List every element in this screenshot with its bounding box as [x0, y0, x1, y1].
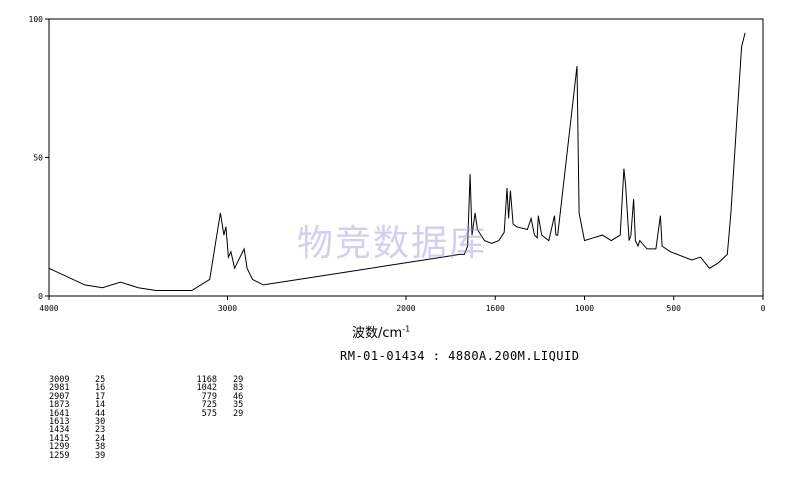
peak-row: 3009 25 [49, 375, 115, 385]
peak-wavenumber: 779 [201, 391, 217, 402]
peak-wavenumber: 1042 [196, 383, 217, 394]
peak-wavenumber: 575 [201, 408, 217, 419]
peak-row: 1042 83 [173, 383, 253, 394]
peak-row: 1873 14 [49, 400, 115, 411]
peak-row: 1434 23 [49, 425, 115, 436]
peak-intensity: 46 [233, 391, 244, 402]
x-tick-label: 0 [761, 304, 766, 313]
spectrum-line [48, 32, 746, 291]
peak-table-left: 3009 25 2981 16 2907 17 1873 14 1641 44 1613 30 1434… [49, 375, 115, 461]
peak-row: 779 46 [173, 391, 253, 402]
peak-row: 2907 17 [49, 391, 115, 402]
peak-wavenumber: 1299 [49, 442, 70, 453]
x-axis-label-exponent: -1 [402, 324, 411, 334]
x-axis-label: 波数/cm-1 [352, 322, 410, 341]
peak-wavenumber: 3009 [49, 375, 70, 385]
peak-intensity: 14 [95, 400, 106, 411]
peak-wavenumber: 1415 [49, 433, 70, 444]
x-tick-label: 1600 [486, 304, 505, 313]
x-axis-label-text: 波数/cm [352, 326, 403, 341]
peak-intensity: 83 [233, 383, 244, 394]
peak-intensity: 38 [95, 442, 106, 453]
peak-intensity: 30 [95, 417, 106, 428]
x-tick-label: 2000 [396, 304, 415, 313]
y-tick-label: 50 [33, 154, 43, 163]
sample-caption: RM-01-01434 : 4880A.200M.LIQUID [340, 349, 580, 363]
peak-row: 1613 30 [49, 417, 115, 428]
peak-intensity: 24 [95, 433, 106, 444]
peak-row: 1259 39 [49, 450, 115, 461]
peak-intensity: 29 [233, 408, 244, 419]
watermark: 物竞数据库 [297, 223, 488, 264]
peak-intensity: 44 [95, 408, 106, 419]
peak-wavenumber: 1873 [49, 400, 70, 411]
peak-table-right: 1168 29 1042 83 779 46 725 35 575 29 [173, 375, 253, 419]
peak-wavenumber: 1259 [49, 450, 70, 461]
peak-row: 1168 29 [173, 375, 253, 385]
x-tick-label: 500 [667, 304, 682, 313]
x-tick-label: 1000 [575, 304, 594, 313]
peak-wavenumber: 1613 [49, 417, 70, 428]
peak-wavenumber: 2981 [49, 383, 70, 394]
peak-wavenumber: 1434 [49, 425, 70, 436]
peak-row: 575 29 [173, 408, 253, 419]
peak-intensity: 29 [233, 375, 244, 385]
peak-intensity: 16 [95, 383, 106, 394]
peak-intensity: 35 [233, 400, 244, 411]
peak-row: 1299 38 [49, 442, 115, 453]
peak-row: 1641 44 [49, 408, 115, 419]
peak-wavenumber: 725 [201, 400, 217, 411]
peak-intensity: 23 [95, 425, 106, 436]
peak-row: 2981 16 [49, 383, 115, 394]
peak-intensity: 39 [95, 450, 106, 461]
peak-intensity: 17 [95, 391, 106, 402]
peak-row: 1415 24 [49, 433, 115, 444]
peak-intensity: 25 [95, 375, 106, 385]
peak-wavenumber: 1168 [196, 375, 217, 385]
peak-wavenumber: 2907 [49, 391, 70, 402]
y-tick-label: 0 [38, 292, 43, 301]
peak-row: 725 35 [173, 400, 253, 411]
x-tick-label: 3000 [218, 304, 237, 313]
y-tick-label: 100 [29, 15, 44, 24]
peak-wavenumber: 1641 [49, 408, 70, 419]
x-tick-label: 4000 [39, 304, 58, 313]
